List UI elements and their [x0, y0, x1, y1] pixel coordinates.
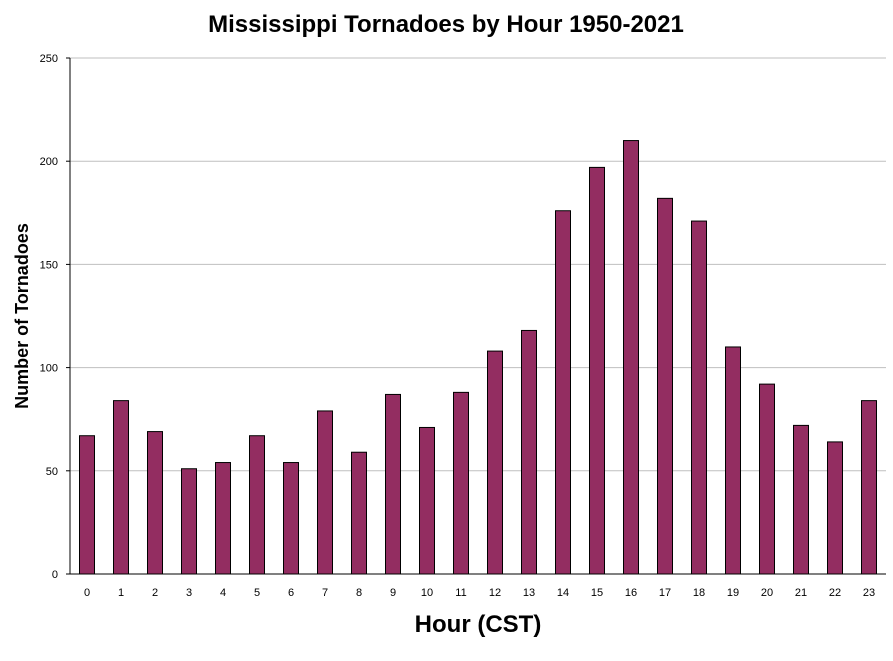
bars	[79, 140, 877, 575]
x-axis-title: Hour (CST)	[415, 611, 542, 638]
y-axis-title: Number of Tornadoes	[12, 223, 32, 409]
bar-hour-14	[555, 210, 571, 575]
x-tick-label: 18	[693, 587, 705, 599]
bar-hour-13	[521, 329, 537, 575]
x-tick-label: 3	[186, 587, 192, 599]
bar-hour-3	[181, 468, 197, 575]
x-tick-label: 0	[84, 587, 90, 599]
x-tick-label: 7	[322, 587, 328, 599]
bar-hour-11	[453, 391, 469, 575]
bar-hour-17	[657, 197, 673, 575]
bar-hour-5	[249, 435, 265, 575]
x-tick-label: 22	[829, 587, 841, 599]
y-tick-labels: 0 50 100 150 200 250	[40, 53, 58, 581]
x-tick-label: 19	[727, 587, 739, 599]
bar-hour-1	[113, 400, 129, 575]
y-tick-label: 150	[40, 259, 58, 271]
x-tick-label: 4	[220, 587, 226, 599]
bar-hour-19	[725, 346, 741, 575]
axes	[66, 57, 886, 575]
bar-hour-7	[317, 410, 333, 575]
gridlines	[70, 57, 886, 472]
x-tick-label: 11	[455, 587, 466, 599]
x-tick-label: 6	[288, 587, 294, 599]
x-tick-label: 10	[421, 587, 433, 599]
bar-hour-8	[351, 451, 367, 575]
y-tick-label: 50	[46, 466, 58, 478]
bar-hour-18	[691, 220, 707, 575]
y-tick-label: 200	[40, 156, 58, 168]
bar-hour-0	[79, 435, 95, 575]
bar-hour-10	[419, 426, 435, 575]
bar-hour-23	[861, 400, 877, 575]
x-tick-label: 1	[118, 587, 124, 599]
x-tick-label: 2	[152, 587, 158, 599]
bar-hour-6	[283, 462, 299, 575]
x-tick-label: 12	[489, 587, 501, 599]
y-tick-label: 100	[40, 363, 58, 375]
x-tick-label: 13	[523, 587, 535, 599]
bar-hour-9	[385, 393, 401, 575]
bar-hour-15	[589, 166, 605, 575]
x-tick-label: 8	[356, 587, 362, 599]
x-tick-label: 14	[557, 587, 569, 599]
x-tick-label: 20	[761, 587, 773, 599]
x-tick-label: 23	[863, 587, 875, 599]
x-tick-label: 21	[795, 587, 807, 599]
bar-hour-21	[793, 424, 809, 575]
x-tick-label: 9	[390, 587, 396, 599]
x-tick-label: 16	[625, 587, 637, 599]
bar-hour-20	[759, 383, 775, 575]
bar-hour-16	[623, 140, 639, 575]
x-tick-label: 17	[659, 587, 671, 599]
x-tick-label: 5	[254, 587, 260, 599]
bar-hour-4	[215, 462, 231, 575]
chart-title: Mississippi Tornadoes by Hour 1950-2021	[208, 11, 684, 38]
y-tick-label: 250	[40, 53, 58, 65]
bar-hour-2	[147, 431, 163, 575]
y-tick-label: 0	[52, 569, 58, 581]
bar-hour-22	[827, 441, 843, 575]
x-tick-labels: 0 1 2 3 4 5 6 7 8 9 10 11 12 13 14 15 16 17 18 19 20 21 22 23	[84, 587, 875, 599]
bar-hour-12	[487, 350, 503, 575]
x-tick-label: 15	[591, 587, 603, 599]
